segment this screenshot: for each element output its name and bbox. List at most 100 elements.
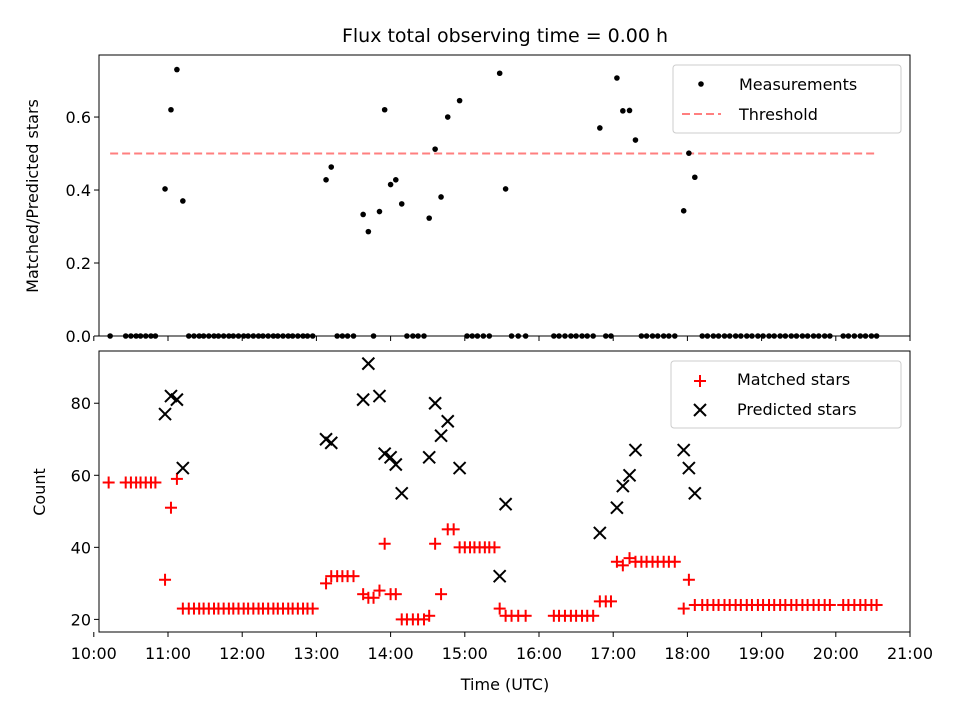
matched-star-point <box>823 598 836 611</box>
bottom-ylabel: Count <box>30 468 49 516</box>
bottom-x-tick-label: 14:00 <box>368 644 414 663</box>
predicted-star-stroke-b <box>422 450 436 464</box>
matched-star-point <box>870 598 883 611</box>
top-y-tick-label: 0.4 <box>66 181 91 200</box>
top-y-tick-label: 0.6 <box>66 108 91 127</box>
predicted-star-stroke-b <box>441 414 455 428</box>
top-y-tick-label: 0.0 <box>66 327 91 346</box>
predicted-star-point <box>395 486 409 501</box>
predicted-star-point <box>377 446 392 461</box>
bottom-plot-frame <box>98 350 911 633</box>
measurement-point <box>180 198 186 204</box>
measurement-point <box>376 208 383 215</box>
matched-star-point <box>429 537 442 550</box>
matched-star-point <box>378 537 391 550</box>
matched-star-point <box>373 584 386 597</box>
bottom-x-tick-label: 17:00 <box>590 644 636 663</box>
measurement-point <box>381 106 388 113</box>
predicted-star-point <box>498 497 513 511</box>
predicted-star-stroke-b <box>610 501 624 515</box>
predicted-star-stroke-b <box>395 486 409 501</box>
predicted-star-point <box>361 356 376 371</box>
predicted-star-point <box>383 450 398 464</box>
predicted-star-point <box>452 461 467 475</box>
measurement-point <box>426 215 432 221</box>
bottom-legend: Matched stars Predicted stars <box>670 360 902 429</box>
legend-matched-label: Matched stars <box>737 370 850 389</box>
measurement-point <box>360 211 366 218</box>
predicted-star-stroke-b <box>682 461 696 475</box>
measurement-point <box>438 194 444 200</box>
chart-title: Flux total observing time = 0.00 h <box>342 25 668 47</box>
legend-matched-marker <box>694 375 706 387</box>
predicted-star-point <box>324 436 338 450</box>
measurement-point <box>620 108 626 114</box>
measurement-point <box>632 137 639 143</box>
matched-star-point <box>447 523 460 536</box>
matched-star-point <box>320 577 333 590</box>
predicted-star-point <box>428 396 442 410</box>
matched-star-point <box>604 595 617 608</box>
predicted-star-point <box>389 457 403 472</box>
predicted-star-point <box>176 461 190 475</box>
legend-measurements-marker <box>698 81 704 87</box>
bottom-y-tick-label: 60 <box>71 466 91 485</box>
predicted-star-point <box>492 569 507 583</box>
matched-star-point <box>347 570 360 583</box>
measurement-point <box>398 201 405 207</box>
predicted-star-point <box>170 392 184 407</box>
predicted-star-stroke-b <box>616 479 630 493</box>
count-panel: Count Time (UTC) 20 40 60 80 10:00 11:00 12:0… <box>30 350 933 694</box>
top-ylabel: Matched/Predicted stars <box>23 99 42 293</box>
bottom-x-tick-label: 20:00 <box>813 644 859 663</box>
predicted-star-stroke-b <box>324 436 338 450</box>
predicted-star-point <box>622 468 637 482</box>
matched-star-point <box>102 476 115 489</box>
predicted-star-stroke-b <box>319 432 333 446</box>
measurement-point <box>174 66 180 73</box>
measurement-point <box>597 125 603 131</box>
predicted-star-point <box>616 479 630 493</box>
predicted-star-stroke-b <box>383 450 398 464</box>
measurement-point <box>680 208 687 214</box>
matched-star-point <box>677 602 690 615</box>
measurement-point <box>502 186 509 192</box>
measurement-point <box>444 114 451 120</box>
measurement-point <box>387 181 394 188</box>
top-plot-frame <box>98 54 911 337</box>
matched-star-point <box>149 476 162 489</box>
predicted-star-point <box>593 526 607 540</box>
matched-star-point <box>164 501 177 514</box>
predicted-star-point <box>441 414 455 428</box>
bottom-x-tick-label: 16:00 <box>516 644 562 663</box>
ratio-panel: Flux total observing time = 0.00 h Match… <box>23 25 911 346</box>
measurement-point <box>432 146 438 152</box>
measurement-point <box>626 107 633 114</box>
bottom-y-ticks: 20 40 60 80 <box>71 394 99 629</box>
predicted-star-point <box>356 392 370 407</box>
predicted-star-stroke-b <box>164 389 178 403</box>
matched-star-point <box>587 609 600 622</box>
matched-star-point <box>488 541 501 554</box>
matched-star-point <box>423 609 436 622</box>
measurement-point <box>162 186 168 192</box>
predicted-star-point <box>164 389 178 403</box>
predicted-star-stroke-b <box>377 446 392 461</box>
legend-threshold-label: Threshold <box>738 105 818 124</box>
matched-star-point <box>170 472 183 485</box>
bottom-x-ticks: 10:00 11:00 12:00 13:00 14:00 15:00 16:00 17:00… <box>71 632 933 663</box>
measurement-points-layer <box>107 66 880 339</box>
bottom-x-tick-label: 13:00 <box>293 644 339 663</box>
matched-star-point <box>668 555 681 568</box>
predicted-star-stroke-b <box>176 461 190 475</box>
predicted-star-stroke-b <box>622 468 637 482</box>
top-x-ticks <box>93 336 911 341</box>
matched-star-point <box>682 573 695 586</box>
bottom-x-tick-label: 21:00 <box>887 644 933 663</box>
measurement-point <box>392 177 399 183</box>
bottom-x-tick-label: 19:00 <box>739 644 785 663</box>
predicted-star-stroke-b <box>676 443 691 457</box>
bottom-y-tick-label: 20 <box>71 610 91 629</box>
measurement-point <box>686 150 692 156</box>
